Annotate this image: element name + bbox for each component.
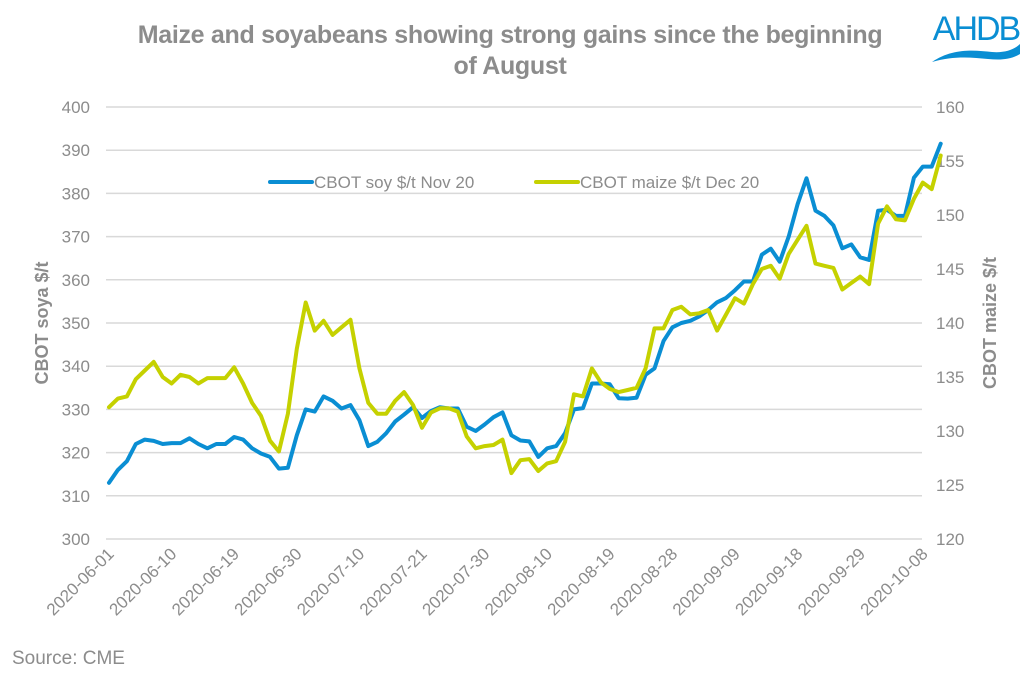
y-tick-label: 310 [62, 487, 90, 506]
soy-series-line [107, 141, 943, 485]
y-tick-label: 360 [62, 271, 90, 290]
y-tick-label: 300 [62, 530, 90, 549]
logo-text: AHDB [933, 10, 1020, 48]
y-tick-label: 330 [62, 400, 90, 419]
y-tick-label: 390 [62, 141, 90, 160]
source-note: Source: CME [12, 648, 125, 669]
y-tick-label: 380 [62, 184, 90, 203]
y2-tick-label: 155 [936, 152, 964, 171]
ahdb-logo: AHDB [932, 10, 1022, 62]
y-tick-label: 370 [62, 228, 90, 247]
legend-label: CBOT maize $/t Dec 20 [580, 173, 759, 192]
logo-wave-icon [932, 44, 1020, 62]
y2-tick-label: 135 [936, 368, 964, 387]
legend-label: CBOT soy $/t Nov 20 [314, 173, 474, 192]
y2-tick-label: 140 [936, 314, 964, 333]
y2-tick-label: 120 [936, 530, 964, 549]
y-tick-label: 350 [62, 314, 90, 333]
y2-tick-label: 160 [936, 98, 964, 117]
y2-tick-label: 150 [936, 206, 964, 225]
chart-title: Maize and soyabeans showing strong gains… [137, 21, 883, 80]
y-tick-label: 400 [62, 98, 90, 117]
y-tick-label: 320 [62, 444, 90, 463]
y2-tick-label: 130 [936, 422, 964, 441]
x-tick-label: 2020-10-08 [857, 544, 932, 619]
y-axis-title: CBOT soya $/t [32, 261, 52, 384]
y2-tick-label: 145 [936, 260, 964, 279]
y2-tick-label: 125 [936, 476, 964, 495]
y-tick-label: 340 [62, 357, 90, 376]
y2-axis-title: CBOT maize $/t [980, 257, 1000, 389]
maize-series-line [107, 153, 943, 476]
